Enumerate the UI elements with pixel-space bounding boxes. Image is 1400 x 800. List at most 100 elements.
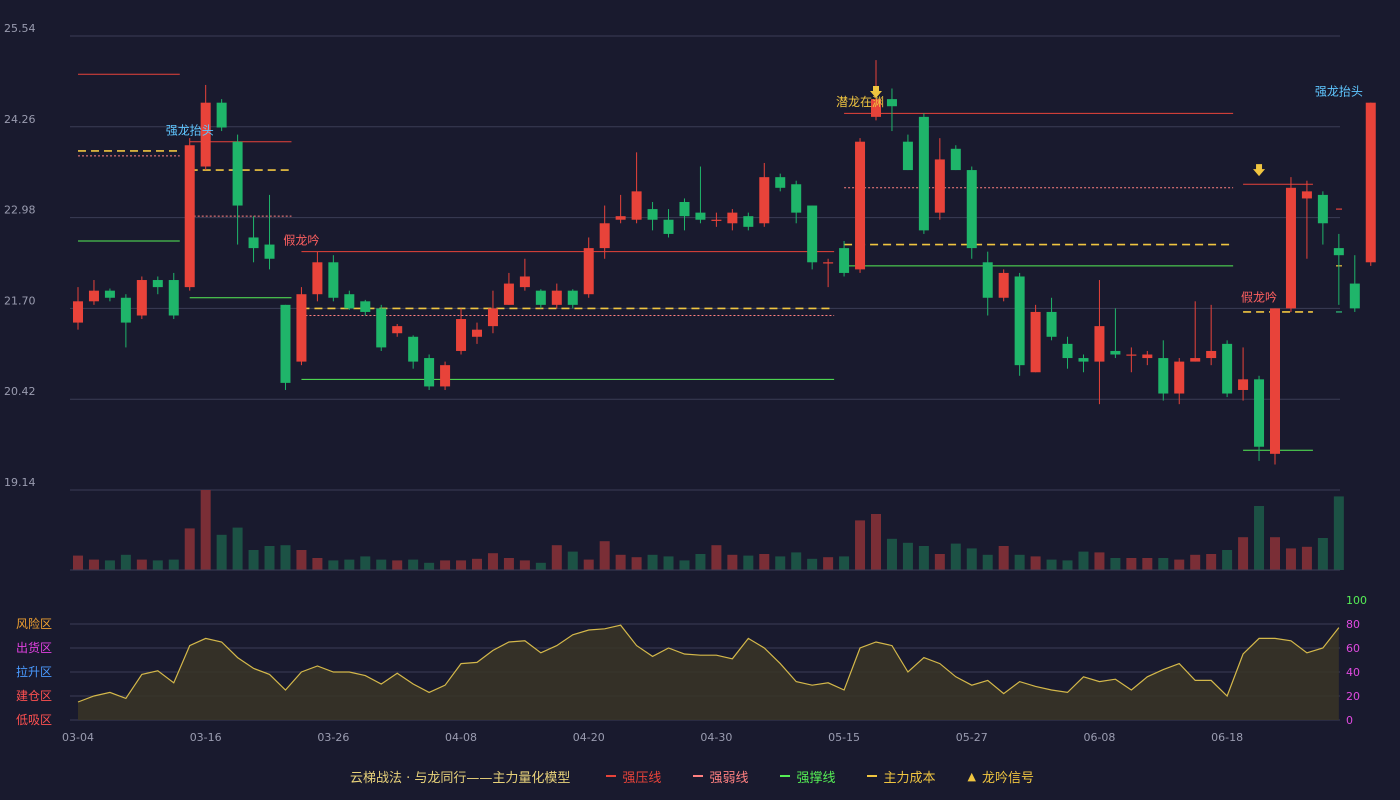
- volume-bar: [1333, 496, 1344, 570]
- candle-body: [807, 205, 818, 263]
- volume-bar: [1158, 558, 1169, 570]
- volume-bar: [120, 554, 131, 570]
- osc-tick-label: 20: [1346, 690, 1360, 703]
- candle-body: [1349, 283, 1360, 309]
- x-tick-label: 03-04: [62, 731, 94, 744]
- candle-body: [152, 280, 163, 288]
- legend-label: 强压线: [622, 770, 662, 786]
- candle-body: [519, 276, 530, 288]
- volume-bar: [902, 542, 913, 570]
- candle-body: [216, 102, 227, 128]
- volume-bar: [248, 550, 259, 570]
- candle-body: [487, 308, 498, 327]
- candle-body: [1094, 326, 1105, 362]
- legend-title: 云梯战法 · 与龙同行——主力量化模型: [350, 770, 571, 786]
- candle-body: [424, 358, 435, 387]
- candle-body: [280, 304, 291, 383]
- candle-body: [966, 170, 977, 249]
- osc-area: [78, 625, 1339, 720]
- candle-body: [312, 262, 323, 295]
- candle-body: [104, 290, 115, 298]
- candle-body: [1126, 354, 1137, 356]
- volume-bar: [791, 552, 802, 570]
- volume-bar: [631, 557, 642, 570]
- volume-bar: [567, 551, 578, 570]
- osc-zone-label: 风险区: [16, 616, 52, 631]
- signal-label: 假龙吟: [1241, 289, 1277, 304]
- osc-tick-label: 100: [1346, 594, 1367, 607]
- volume-bar: [711, 545, 722, 570]
- volume-bar: [1317, 538, 1328, 570]
- x-tick-label: 06-18: [1211, 731, 1243, 744]
- volume-bar: [1190, 554, 1201, 570]
- volume-bar: [136, 559, 147, 570]
- candle-body: [551, 290, 562, 305]
- volume-bar: [73, 555, 83, 570]
- signal-label: 假龙吟: [283, 233, 319, 248]
- candle-body: [1317, 194, 1328, 224]
- x-tick-label: 04-08: [445, 731, 477, 744]
- volume-bar: [88, 559, 99, 570]
- x-tick-label: 06-08: [1083, 731, 1115, 744]
- legend-label: 强撑线: [796, 770, 836, 786]
- candle-body: [1333, 248, 1344, 256]
- volume-bar: [855, 520, 866, 570]
- x-tick-label: 05-27: [956, 731, 988, 744]
- volume-bar: [535, 562, 546, 570]
- candle-body: [535, 290, 546, 305]
- volume-bar: [360, 556, 371, 570]
- price-tick-label: 19.14: [4, 476, 36, 489]
- candle-body: [982, 262, 993, 298]
- volume-bar: [376, 559, 387, 570]
- volume-bar: [679, 560, 690, 570]
- volume-bar: [1110, 558, 1121, 570]
- osc-zone-label: 拉升区: [16, 664, 52, 679]
- volume-bar: [264, 546, 275, 570]
- volume-bar: [408, 559, 419, 570]
- volume-bar: [998, 546, 1009, 570]
- volume-bar: [695, 554, 706, 570]
- candle-body: [1238, 379, 1249, 390]
- candle-body: [1014, 276, 1025, 366]
- price-tick-label: 20.42: [4, 385, 36, 398]
- candle-body: [136, 280, 147, 316]
- signal-label: 潜龙在渊: [836, 95, 884, 109]
- candle-body: [934, 159, 945, 213]
- candle-body: [1301, 191, 1312, 199]
- volume-bar: [392, 560, 403, 570]
- candle-body: [1190, 358, 1201, 362]
- osc-zone-label: 建仓区: [16, 689, 52, 703]
- candle-body: [663, 219, 674, 234]
- volume-bar: [966, 548, 977, 570]
- legend-item-support-line: 强撑线: [780, 767, 835, 786]
- volume-bar: [599, 541, 610, 570]
- candle-body: [296, 294, 307, 362]
- candle-body: [328, 262, 339, 298]
- signal-label: 强龙抬头: [166, 124, 214, 138]
- candle-body: [1062, 343, 1073, 359]
- volume-bar: [1238, 537, 1249, 570]
- volume-bar: [663, 556, 674, 570]
- volume-bar: [328, 560, 339, 570]
- candle-body: [264, 244, 275, 259]
- candle-body: [392, 326, 403, 334]
- volume-bar: [1206, 554, 1217, 570]
- osc-tick-label: 0: [1346, 714, 1353, 727]
- volume-bar: [759, 554, 770, 570]
- candle-body: [1142, 354, 1153, 359]
- candle-body: [1254, 379, 1265, 447]
- osc-tick-label: 60: [1346, 642, 1360, 655]
- candle-body: [73, 301, 83, 323]
- candle-body: [615, 216, 626, 220]
- candle-body: [1110, 350, 1121, 355]
- x-tick-label: 05-15: [828, 731, 860, 744]
- candle-body: [200, 102, 211, 167]
- candle-body: [759, 177, 770, 224]
- volume-bar: [934, 554, 945, 570]
- volume-bar: [200, 490, 211, 570]
- volume-bar: [551, 545, 562, 570]
- volume-bar: [1270, 537, 1280, 570]
- candle-body: [503, 283, 514, 305]
- volume-bar: [1301, 546, 1312, 570]
- volume-bar: [871, 514, 881, 570]
